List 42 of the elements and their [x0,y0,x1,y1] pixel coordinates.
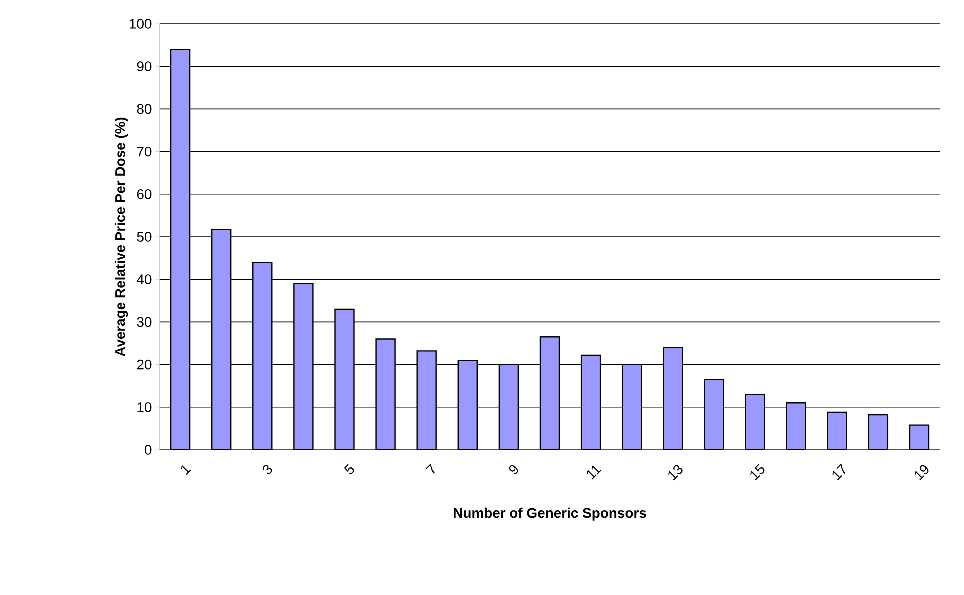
y-tick-label: 0 [145,445,152,455]
bar [622,364,642,450]
bar [252,262,273,450]
y-tick-label: 50 [137,232,152,242]
x-tick-label: 11 [587,466,602,480]
bar [416,350,437,450]
y-tick-label: 20 [137,360,152,370]
x-tick-label: 15 [750,464,765,480]
bar [170,48,191,450]
bar [704,379,724,450]
bar [294,283,314,450]
x-tick-label: 5 [344,464,354,474]
x-tick-label: 9 [509,465,518,474]
bar [458,360,478,450]
bar [334,308,355,450]
bar [827,412,848,450]
bar [786,402,806,450]
bar [376,338,396,450]
bar [211,229,232,450]
x-axis-title: Number of Generic Sponsors [454,508,646,521]
x-tick-label: 17 [832,464,846,480]
y-tick-label: 70 [137,146,152,157]
bar [540,336,560,450]
x-tick-label: 1 [181,466,192,475]
x-tick-label: 7 [426,464,436,474]
y-tick-label: 80 [137,104,152,114]
y-tick-label: 40 [137,274,152,285]
x-tick-label: 19 [914,465,929,481]
y-tick-label: 90 [137,62,152,72]
bar [868,414,889,450]
bar [745,394,766,450]
y-axis-title: Average Relative Price Per Dose (%) [115,118,128,357]
bar [580,354,602,450]
bar [663,347,684,450]
bar [498,364,520,450]
y-tick-label: 60 [137,189,152,200]
y-tick-label: 30 [137,317,152,328]
x-tick-label: 3 [263,465,272,474]
bar [909,424,930,450]
y-tick-label: 10 [138,402,152,412]
x-tick-label: 13 [668,465,683,481]
y-tick-label: 100 [130,19,152,29]
